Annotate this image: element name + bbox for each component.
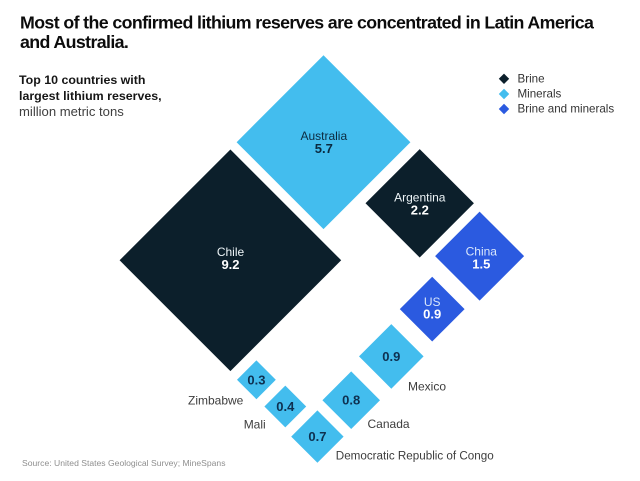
svg-text:0.3: 0.3 [247, 372, 265, 387]
svg-text:Most of the confirmed lithium: Most of the confirmed lithium reserves a… [20, 12, 594, 32]
svg-text:Brine: Brine [518, 72, 545, 85]
svg-text:0.9: 0.9 [423, 306, 441, 321]
svg-text:Chile: Chile [217, 245, 245, 259]
svg-text:Zimbabwe: Zimbabwe [188, 393, 244, 407]
svg-text:Mali: Mali [244, 418, 266, 432]
svg-text:Australia: Australia [300, 129, 347, 143]
svg-text:0.4: 0.4 [276, 399, 295, 414]
svg-text:Mexico: Mexico [408, 380, 446, 394]
svg-text:million metric tons: million metric tons [19, 104, 124, 119]
svg-text:Source: United States Geologic: Source: United States Geological Survey;… [22, 458, 226, 468]
svg-text:0.8: 0.8 [342, 393, 360, 408]
svg-text:Canada: Canada [368, 417, 410, 431]
svg-text:Argentina: Argentina [394, 190, 446, 204]
svg-text:0.7: 0.7 [308, 429, 326, 444]
svg-text:5.7: 5.7 [315, 141, 333, 156]
svg-text:0.9: 0.9 [382, 349, 400, 364]
svg-text:Brine and minerals: Brine and minerals [518, 103, 615, 116]
svg-text:US: US [424, 295, 441, 309]
svg-text:1.5: 1.5 [472, 256, 490, 271]
svg-text:Top 10 countries with: Top 10 countries with [19, 73, 145, 87]
svg-text:China: China [466, 244, 498, 258]
svg-text:largest lithium reserves,: largest lithium reserves, [19, 89, 162, 103]
svg-text:Minerals: Minerals [518, 88, 562, 101]
svg-text:9.2: 9.2 [221, 257, 239, 272]
svg-text:and Australia.: and Australia. [20, 32, 128, 52]
svg-text:2.2: 2.2 [411, 202, 429, 217]
svg-text:Democratic Republic of Congo: Democratic Republic of Congo [336, 450, 494, 463]
